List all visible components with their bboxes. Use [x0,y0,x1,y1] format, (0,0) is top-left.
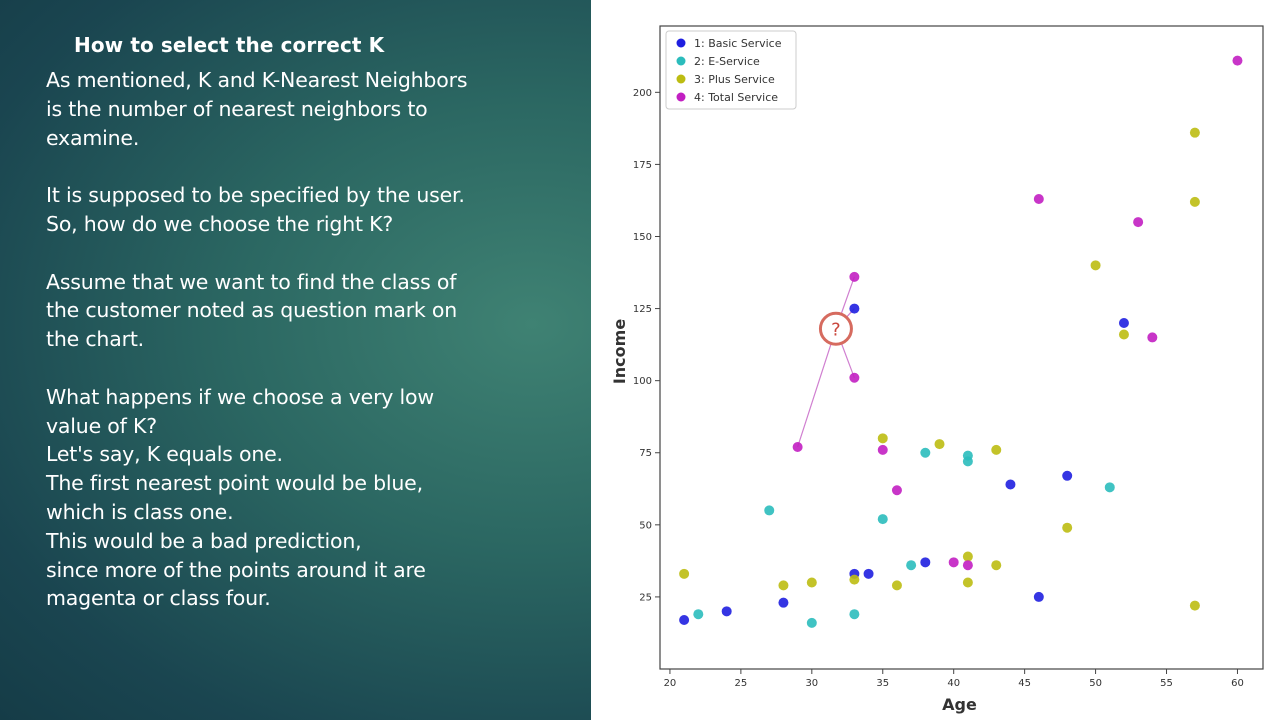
paragraph-intro: As mentioned, K and K-Nearest Neighbors … [46,68,468,150]
data-point-class-1 [1118,317,1129,328]
paragraph-question-mark: Assume that we want to find the class of… [46,269,458,352]
data-point-class-2 [693,609,704,620]
data-point-class-3 [1189,600,1200,611]
data-point-class-1 [679,614,690,625]
data-point-class-4 [1133,217,1144,228]
data-point-class-3 [962,551,973,562]
data-point-class-3 [962,577,973,588]
query-point-label: ? [831,319,841,340]
data-point-class-3 [806,577,817,588]
paragraph-low-k: What happens if we choose a very low val… [46,384,434,611]
data-point-class-1 [1062,470,1073,481]
data-point-class-2 [962,456,973,467]
data-point-class-3 [877,433,888,444]
paragraph-user-specified: It is supposed to be specified by the us… [46,183,465,236]
data-point-class-4 [962,560,973,571]
data-point-class-4 [1033,194,1044,205]
x-tick-label: 35 [876,678,889,689]
slide-heading: How to select the correct K [74,33,385,57]
x-tick-label: 30 [805,678,818,689]
legend-marker-class-3 [676,74,686,84]
data-point-class-4 [1147,332,1158,343]
data-point-class-3 [778,580,789,591]
data-point-class-1 [920,557,931,568]
chart-panel: 20 25 30 35 40 45 50 55 60 25 50 75 100 125 150 175 200 A… [591,0,1280,720]
x-tick-label: 60 [1231,678,1244,689]
x-tick-label: 50 [1089,678,1102,689]
data-point-class-4 [948,557,959,568]
data-point-class-3 [891,580,902,591]
data-point-class-4 [1232,55,1243,66]
data-point-class-3 [1189,127,1200,138]
y-tick-label: 75 [639,448,652,459]
legend-box [665,30,797,110]
data-point-class-1 [778,597,789,608]
data-point-class-3 [1118,329,1129,340]
data-point-class-4 [891,485,902,496]
legend-marker-class-1 [676,38,686,48]
y-tick-label: 200 [633,88,652,99]
y-tick-label: 25 [639,592,652,603]
x-tick-label: 40 [947,678,960,689]
data-point-class-3 [934,439,945,450]
data-point-class-3 [991,444,1002,455]
data-point-class-3 [1062,522,1073,533]
data-point-class-3 [1090,260,1101,271]
data-point-class-1 [1005,479,1016,490]
x-axis-label: Age [942,695,977,714]
slide-body: As mentioned, K and K-Nearest Neighbors … [46,66,586,613]
data-point-class-1 [863,568,874,579]
data-point-class-2 [764,505,775,516]
y-tick-label: 50 [639,520,652,531]
data-point-class-4 [877,444,888,455]
data-point-class-1 [1033,591,1044,602]
y-tick-label: 175 [633,160,652,171]
data-point-class-1 [849,303,860,314]
data-point-class-2 [1104,482,1115,493]
data-point-class-2 [849,609,860,620]
y-tick-label: 100 [633,376,652,387]
data-point-class-2 [877,514,888,525]
text-panel: How to select the correct K As mentioned… [0,0,591,720]
x-tick-label: 20 [664,678,677,689]
data-point-class-3 [1189,196,1200,207]
legend-marker-class-4 [676,92,686,102]
data-point-class-4 [792,441,803,452]
data-point-class-3 [679,568,690,579]
legend-entry-class-2: 2: E-Service [694,55,760,68]
data-point-class-4 [849,271,860,282]
x-tick-label: 55 [1160,678,1173,689]
legend-entry-class-1: 1: Basic Service [694,37,782,50]
data-point-class-1 [721,606,732,617]
y-axis-label: Income [610,319,629,384]
y-tick-label: 125 [633,304,652,315]
data-point-class-3 [849,574,860,585]
scatter-chart: 20 25 30 35 40 45 50 55 60 25 50 75 100 125 150 175 200 A… [591,0,1280,720]
plot-frame [659,25,1264,670]
query-point-marker [818,311,853,346]
data-point-class-2 [906,560,917,571]
legend-entry-class-3: 3: Plus Service [694,73,775,86]
data-point-class-4 [849,372,860,383]
neighbor-connector-line [797,328,837,448]
x-tick-label: 45 [1018,678,1031,689]
legend-marker-class-2 [676,56,686,66]
data-point-class-2 [920,447,931,458]
data-point-class-3 [991,560,1002,571]
data-point-class-2 [806,617,817,628]
x-tick-label: 25 [735,678,748,689]
y-tick-label: 150 [633,232,652,243]
legend-entry-class-4: 4: Total Service [694,91,778,104]
